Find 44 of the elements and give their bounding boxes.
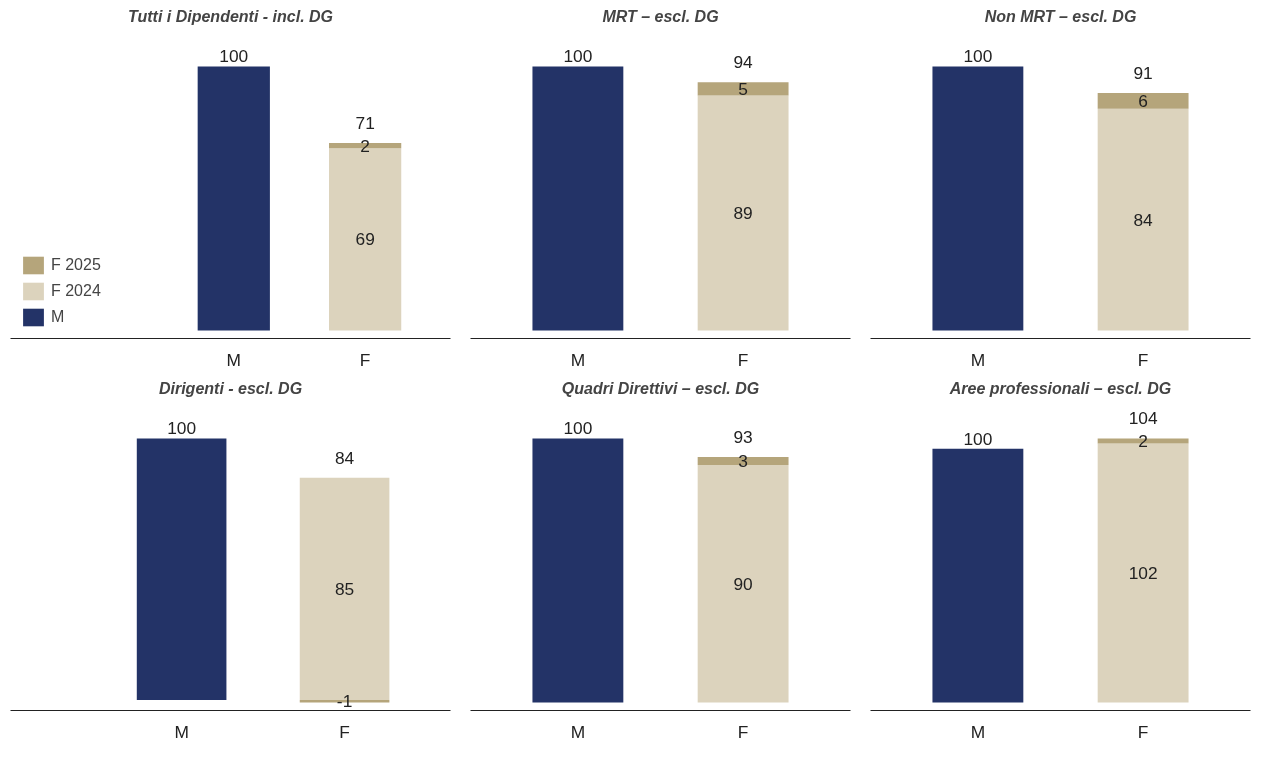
data-label: 69	[355, 229, 375, 250]
data-label: 89	[733, 203, 753, 224]
data-label: 5	[738, 78, 748, 99]
data-label: 2	[1138, 431, 1148, 452]
data-label: 100	[563, 418, 593, 439]
data-label: 90	[733, 573, 753, 594]
x-tick-label: F	[359, 349, 371, 370]
data-label: 85	[334, 578, 355, 599]
chart-title: Aree professionali – escl. DG	[948, 379, 1172, 397]
total-label: 71	[355, 113, 375, 134]
total-label: 84	[334, 447, 355, 468]
x-tick-label: M	[570, 349, 586, 370]
legend-label: M	[51, 308, 66, 326]
total-label: 93	[733, 426, 753, 447]
x-tick-label: F	[339, 721, 350, 742]
x-tick-label: M	[570, 721, 586, 742]
legend-label: F 2025	[51, 256, 101, 274]
legend-label: F 2024	[51, 282, 101, 300]
data-label: 6	[1138, 90, 1148, 111]
data-label: 84	[1133, 209, 1154, 230]
x-tick-label: M	[970, 349, 986, 370]
total-label: 94	[733, 52, 754, 73]
data-label: 102	[1128, 563, 1158, 584]
x-tick-label: F	[1137, 721, 1149, 742]
chart-title: MRT – escl. DG	[602, 7, 719, 25]
chart-title: Tutti i Dipendenti - incl. DG	[127, 7, 334, 25]
data-label: 100	[219, 46, 249, 67]
x-tick-label: M	[226, 349, 241, 370]
data-label: -1	[336, 691, 353, 712]
chart-title: Dirigenti - escl. DG	[158, 379, 303, 397]
data-label: 100	[563, 46, 593, 67]
data-label: 100	[963, 428, 993, 449]
x-tick-label: F	[737, 349, 749, 370]
x-tick-label: F	[737, 721, 749, 742]
x-tick-label: M	[174, 721, 189, 742]
chart-title: Non MRT – escl. DG	[984, 7, 1137, 25]
data-label: 100	[963, 46, 993, 67]
x-tick-label: M	[970, 721, 986, 742]
total-label: 104	[1128, 408, 1158, 429]
chart-title: Quadri Direttivi – escl. DG	[561, 379, 760, 397]
total-label: 91	[1133, 62, 1153, 83]
x-tick-label: F	[1137, 349, 1149, 370]
data-label: 100	[167, 418, 197, 439]
data-label: 3	[738, 450, 748, 471]
